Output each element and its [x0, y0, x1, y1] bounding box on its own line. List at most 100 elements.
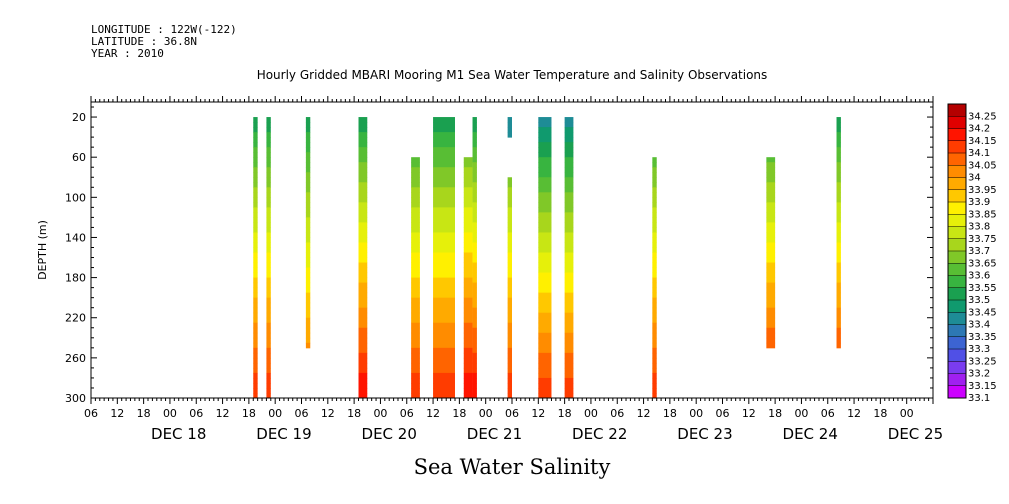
salinity-cell [463, 387, 473, 394]
salinity-cell [652, 392, 657, 399]
salinity-cell [564, 182, 574, 188]
salinity-cell [766, 202, 776, 208]
x-hour-tick-label: 12 [742, 407, 756, 420]
salinity-cell [433, 297, 455, 304]
salinity-cell [652, 252, 657, 259]
salinity-cell [358, 232, 368, 238]
salinity-cell [433, 307, 455, 314]
salinity-cell [538, 267, 552, 274]
salinity-cell [266, 162, 271, 168]
colorbar-level-label: 33.95 [968, 185, 997, 196]
salinity-cell [411, 337, 420, 344]
x-hour-tick-label: 18 [663, 407, 677, 420]
salinity-cell [836, 207, 841, 213]
salinity-cell [463, 347, 473, 354]
salinity-cell [507, 347, 512, 354]
colorbar-swatch [948, 104, 966, 117]
salinity-cell [266, 117, 271, 123]
salinity-cell [463, 357, 473, 364]
salinity-cell [253, 122, 258, 128]
colorbar-swatch [948, 153, 966, 166]
x-hour-tick-label: 18 [452, 407, 466, 420]
salinity-cell [358, 267, 368, 274]
salinity-cell [836, 262, 841, 269]
salinity-cell [411, 327, 420, 334]
salinity-cell [305, 267, 311, 274]
salinity-cell [358, 362, 368, 369]
salinity-cell [266, 307, 271, 314]
salinity-cell [538, 382, 552, 389]
salinity-cell [266, 377, 271, 384]
salinity-cell [836, 302, 841, 309]
salinity-cell [253, 177, 258, 183]
salinity-cell [507, 387, 512, 394]
salinity-cell [433, 237, 455, 243]
salinity-cell [652, 217, 657, 223]
x-hour-tick-label: 06 [821, 407, 835, 420]
salinity-cell [266, 302, 271, 309]
salinity-cell [836, 122, 841, 128]
salinity-cell [472, 222, 477, 228]
salinity-cell [305, 312, 311, 319]
salinity-cell [266, 217, 271, 223]
x-hour-tick-label: 00 [373, 407, 387, 420]
salinity-cell [433, 122, 455, 128]
salinity-cell [766, 312, 776, 319]
salinity-cell [507, 122, 512, 128]
salinity-cell [305, 337, 311, 344]
salinity-cell [305, 187, 311, 193]
salinity-cell [836, 157, 841, 163]
salinity-cell [538, 242, 552, 248]
salinity-cell [433, 342, 455, 349]
salinity-cell [463, 217, 473, 223]
salinity-cell [564, 392, 574, 399]
salinity-cell [433, 322, 455, 329]
salinity-cell [836, 152, 841, 158]
salinity-cell [266, 312, 271, 319]
colorbar-swatch [948, 238, 966, 252]
salinity-cell [766, 322, 776, 329]
salinity-cell [463, 322, 473, 329]
salinity-cell [564, 312, 574, 319]
salinity-cell [411, 307, 420, 314]
x-day-label: DEC 23 [677, 425, 732, 443]
salinity-cell [836, 172, 841, 178]
salinity-cell [472, 127, 477, 133]
salinity-cell [564, 277, 574, 284]
salinity-cell [358, 242, 368, 248]
salinity-cell [433, 387, 455, 394]
salinity-cell [766, 162, 776, 168]
salinity-cell [538, 177, 552, 183]
salinity-cell [652, 212, 657, 218]
salinity-cell [266, 212, 271, 218]
salinity-cell [266, 282, 271, 289]
salinity-cell [538, 367, 552, 374]
salinity-cell [507, 282, 512, 289]
salinity-cell [564, 317, 574, 324]
salinity-cell [411, 282, 420, 289]
salinity-cell [305, 322, 311, 329]
salinity-cell [538, 322, 552, 329]
x-hour-tick-label: 00 [479, 407, 493, 420]
salinity-cell [766, 332, 776, 339]
salinity-cell [507, 262, 512, 269]
salinity-cell [411, 202, 420, 208]
salinity-cell [358, 122, 368, 128]
salinity-cell [358, 332, 368, 339]
salinity-cell [463, 227, 473, 233]
salinity-cell [507, 217, 512, 223]
salinity-cell [766, 187, 776, 193]
salinity-cell [507, 117, 512, 123]
salinity-cell [463, 302, 473, 309]
salinity-cell [358, 182, 368, 188]
salinity-cell [266, 167, 271, 173]
salinity-cell [253, 257, 258, 264]
y-tick-label: 60 [72, 151, 86, 164]
salinity-cell [253, 272, 258, 279]
colorbar-level-label: 33.6 [968, 271, 990, 282]
salinity-cell [652, 262, 657, 269]
x-hour-tick-label: 18 [558, 407, 572, 420]
salinity-cell [538, 212, 552, 218]
salinity-cell [253, 187, 258, 193]
salinity-cell [564, 367, 574, 374]
